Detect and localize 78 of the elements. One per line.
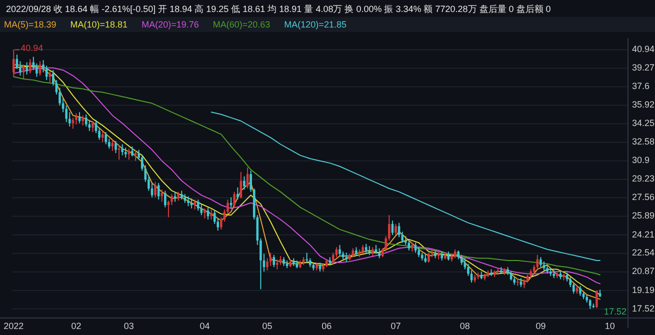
x-tick-label: 2022 xyxy=(4,321,24,331)
candlestick xyxy=(306,252,308,264)
candlestick xyxy=(134,149,137,162)
candlestick xyxy=(111,139,114,152)
candlestick xyxy=(196,199,200,212)
x-tick-label: 10 xyxy=(604,321,615,331)
annotation: 40.94 xyxy=(20,43,44,54)
chart-title: 2022/09/28 收 18.64 幅 -2.61%[-0.50] 开 18.94 高 19.25 低 18.61 均 18.91 量 4.08万 换 0.00% 振 3.34% 额 7720.28万 盘后量 0 盘后额 0 xyxy=(6,4,551,14)
y-tick-label: 24.21 xyxy=(632,229,655,240)
candlestick xyxy=(118,144,120,160)
candlestick xyxy=(157,182,160,200)
x-tick-label: 08 xyxy=(460,321,470,331)
y-tick-label: 35.92 xyxy=(632,100,655,110)
candlestick xyxy=(160,189,164,202)
y-tick-label: 30.9 xyxy=(632,155,650,166)
candlestick xyxy=(428,252,430,264)
text: MA(10)=18.81 xyxy=(70,19,128,30)
x-tick-label: 06 xyxy=(322,321,332,331)
candlestick xyxy=(276,258,278,270)
candlestick xyxy=(124,147,127,158)
text: MA(60)=20.63 xyxy=(212,19,270,30)
candlestick xyxy=(588,298,592,310)
y-tick-label: 32.58 xyxy=(632,136,655,147)
y-tick-label: 27.56 xyxy=(632,192,655,202)
candlestick xyxy=(243,176,246,190)
candlestick xyxy=(84,114,88,128)
x-tick-label: 09 xyxy=(536,321,546,331)
y-tick-label: 37.6 xyxy=(632,81,650,92)
y-tick-label: 25.89 xyxy=(632,210,655,221)
x-tick-label: 07 xyxy=(390,321,401,331)
candlestick xyxy=(540,256,542,268)
candlestick xyxy=(104,132,108,145)
candlestick xyxy=(418,246,420,258)
candlestick xyxy=(470,270,473,284)
annotation: 17.52 xyxy=(604,306,627,316)
candlestick xyxy=(378,248,380,259)
candlestick xyxy=(92,120,94,133)
candlestick xyxy=(408,240,410,251)
x-tick-label: 04 xyxy=(200,321,210,331)
candlestick xyxy=(338,244,341,257)
x-tick-label: 02 xyxy=(71,321,82,331)
text: MA(20)=19.76 xyxy=(142,19,199,30)
y-tick-label: 29.23 xyxy=(632,174,655,184)
y-tick-label: 22.54 xyxy=(632,248,655,258)
candlestick xyxy=(154,181,156,198)
y-tick-label: 40.94 xyxy=(632,44,655,54)
candlestick xyxy=(460,254,463,266)
candlestick xyxy=(272,254,276,268)
x-tick-label: 05 xyxy=(262,321,272,331)
candlestick xyxy=(94,119,98,134)
y-tick-label: 34.25 xyxy=(632,118,655,128)
line-series xyxy=(210,112,600,261)
candlestick xyxy=(194,199,196,210)
candlestick xyxy=(579,285,582,296)
candlestick xyxy=(48,70,52,84)
candlestick xyxy=(26,62,28,76)
candlestick xyxy=(131,146,134,157)
y-tick-label: 39.27 xyxy=(632,62,655,73)
candlestick xyxy=(210,209,212,220)
x-tick-label: 03 xyxy=(124,321,134,331)
y-tick-label: 20.87 xyxy=(632,266,655,276)
candlestick xyxy=(164,190,166,208)
candlestick xyxy=(82,114,84,126)
candlestick xyxy=(516,278,519,286)
text: MA(5)=18.39 xyxy=(4,19,56,30)
candlestick xyxy=(114,140,117,154)
candlestick xyxy=(75,112,78,125)
candlestick xyxy=(187,196,190,207)
text: MA(120)=21.85 xyxy=(284,19,346,30)
candlestick xyxy=(236,186,239,200)
candlestick xyxy=(121,144,124,156)
y-tick-label: 17.52 xyxy=(632,303,655,314)
candlestick xyxy=(596,290,598,309)
y-tick-label: 19.19 xyxy=(632,284,655,295)
candlestick xyxy=(394,223,397,236)
candlestick xyxy=(233,191,236,208)
candlestick xyxy=(28,58,32,74)
candlestick xyxy=(204,208,206,219)
